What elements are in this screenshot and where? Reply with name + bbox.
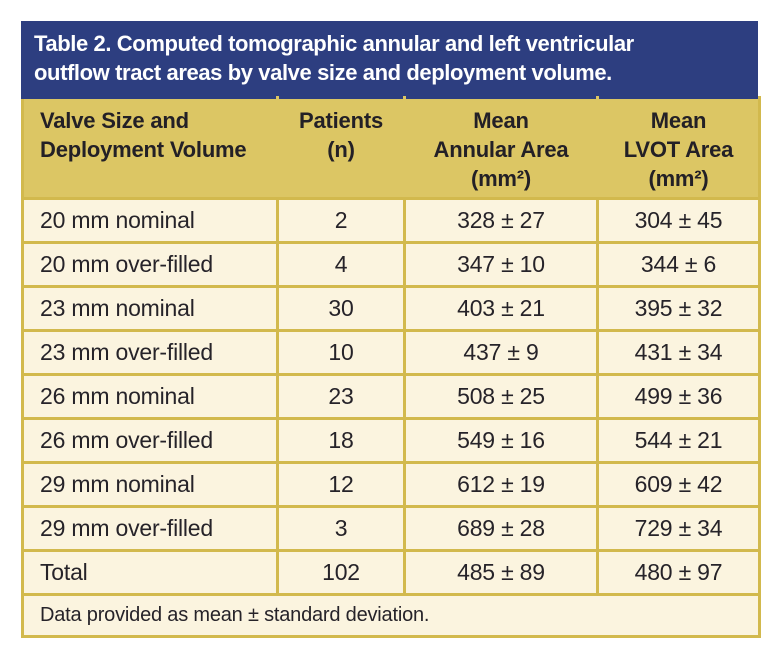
cell-annular-area: 612 ± 19 [403, 461, 599, 508]
cell-lvot-area: 544 ± 21 [596, 417, 761, 464]
cell-lvot-area: 480 ± 97 [596, 549, 761, 596]
cell-patients: 102 [276, 549, 406, 596]
col-header-label: Mean [473, 108, 529, 133]
table-title-bar: Table 2. Computed tomographic annular an… [21, 21, 758, 96]
cell-valve-size: 20 mm over-filled [21, 241, 279, 288]
table-title-line-1: Table 2. Computed tomographic annular an… [34, 31, 634, 56]
col-header-valve-size: Valve Size and Deployment Volume [21, 96, 279, 200]
table-row: 29 mm over-filled 3 689 ± 28 729 ± 34 [21, 505, 761, 552]
table-body-wrap: Valve Size and Deployment Volume Patient… [21, 96, 761, 638]
cell-patients: 10 [276, 329, 406, 376]
col-header-label: Annular Area [433, 137, 569, 162]
cell-valve-size: 20 mm nominal [21, 197, 279, 244]
cell-patients: 30 [276, 285, 406, 332]
cell-patients: 3 [276, 505, 406, 552]
table-row: 23 mm over-filled 10 437 ± 9 431 ± 34 [21, 329, 761, 376]
col-header-patients: Patients (n) [276, 96, 406, 200]
cell-patients: 2 [276, 197, 406, 244]
col-header-label: (n) [327, 137, 355, 162]
cell-lvot-area: 499 ± 36 [596, 373, 761, 420]
cell-lvot-area: 729 ± 34 [596, 505, 761, 552]
col-header-label: Deployment Volume [40, 137, 247, 162]
cell-lvot-area: 395 ± 32 [596, 285, 761, 332]
table-row: 20 mm nominal 2 328 ± 27 304 ± 45 [21, 197, 761, 244]
cell-valve-size: Total [21, 549, 279, 596]
cell-annular-area: 689 ± 28 [403, 505, 599, 552]
cell-annular-area: 403 ± 21 [403, 285, 599, 332]
table-row: 26 mm nominal 23 508 ± 25 499 ± 36 [21, 373, 761, 420]
cell-patients: 23 [276, 373, 406, 420]
cell-annular-area: 485 ± 89 [403, 549, 599, 596]
table-row: 29 mm nominal 12 612 ± 19 609 ± 42 [21, 461, 761, 508]
cell-lvot-area: 431 ± 34 [596, 329, 761, 376]
cell-lvot-area: 609 ± 42 [596, 461, 761, 508]
cell-lvot-area: 344 ± 6 [596, 241, 761, 288]
col-header-mean-annular-area: Mean Annular Area (mm²) [403, 96, 599, 200]
col-header-label: (mm²) [648, 166, 709, 191]
col-header-label: (mm²) [470, 166, 532, 191]
footnote-row: Data provided as mean ± standard deviati… [21, 593, 761, 638]
cell-valve-size: 26 mm nominal [21, 373, 279, 420]
cell-annular-area: 328 ± 27 [403, 197, 599, 244]
cell-patients: 18 [276, 417, 406, 464]
cell-valve-size: 29 mm over-filled [21, 505, 279, 552]
data-table: Valve Size and Deployment Volume Patient… [21, 96, 761, 638]
col-header-mean-lvot-area: Mean LVOT Area (mm²) [596, 96, 761, 200]
table-row: 26 mm over-filled 18 549 ± 16 544 ± 21 [21, 417, 761, 464]
cell-annular-area: 347 ± 10 [403, 241, 599, 288]
header-row: Valve Size and Deployment Volume Patient… [21, 96, 761, 200]
cell-valve-size: 23 mm over-filled [21, 329, 279, 376]
cell-annular-area: 437 ± 9 [403, 329, 599, 376]
cell-patients: 12 [276, 461, 406, 508]
col-header-label: LVOT Area [623, 137, 734, 162]
table-row: 23 mm nominal 30 403 ± 21 395 ± 32 [21, 285, 761, 332]
cell-valve-size: 26 mm over-filled [21, 417, 279, 464]
col-header-label: Mean [650, 108, 707, 133]
table-row: 20 mm over-filled 4 347 ± 10 344 ± 6 [21, 241, 761, 288]
cell-annular-area: 508 ± 25 [403, 373, 599, 420]
cell-annular-area: 549 ± 16 [403, 417, 599, 464]
col-header-label: Valve Size and [40, 108, 189, 133]
table-title-line-2: outflow tract areas by valve size and de… [34, 60, 612, 85]
cell-lvot-area: 304 ± 45 [596, 197, 761, 244]
table-row-total: Total 102 485 ± 89 480 ± 97 [21, 549, 761, 596]
footnote-text: Data provided as mean ± standard deviati… [21, 593, 761, 638]
cell-valve-size: 29 mm nominal [21, 461, 279, 508]
cell-valve-size: 23 mm nominal [21, 285, 279, 332]
col-header-label: Patients [299, 108, 383, 133]
cell-patients: 4 [276, 241, 406, 288]
table-2-card: Table 2. Computed tomographic annular an… [21, 21, 761, 638]
